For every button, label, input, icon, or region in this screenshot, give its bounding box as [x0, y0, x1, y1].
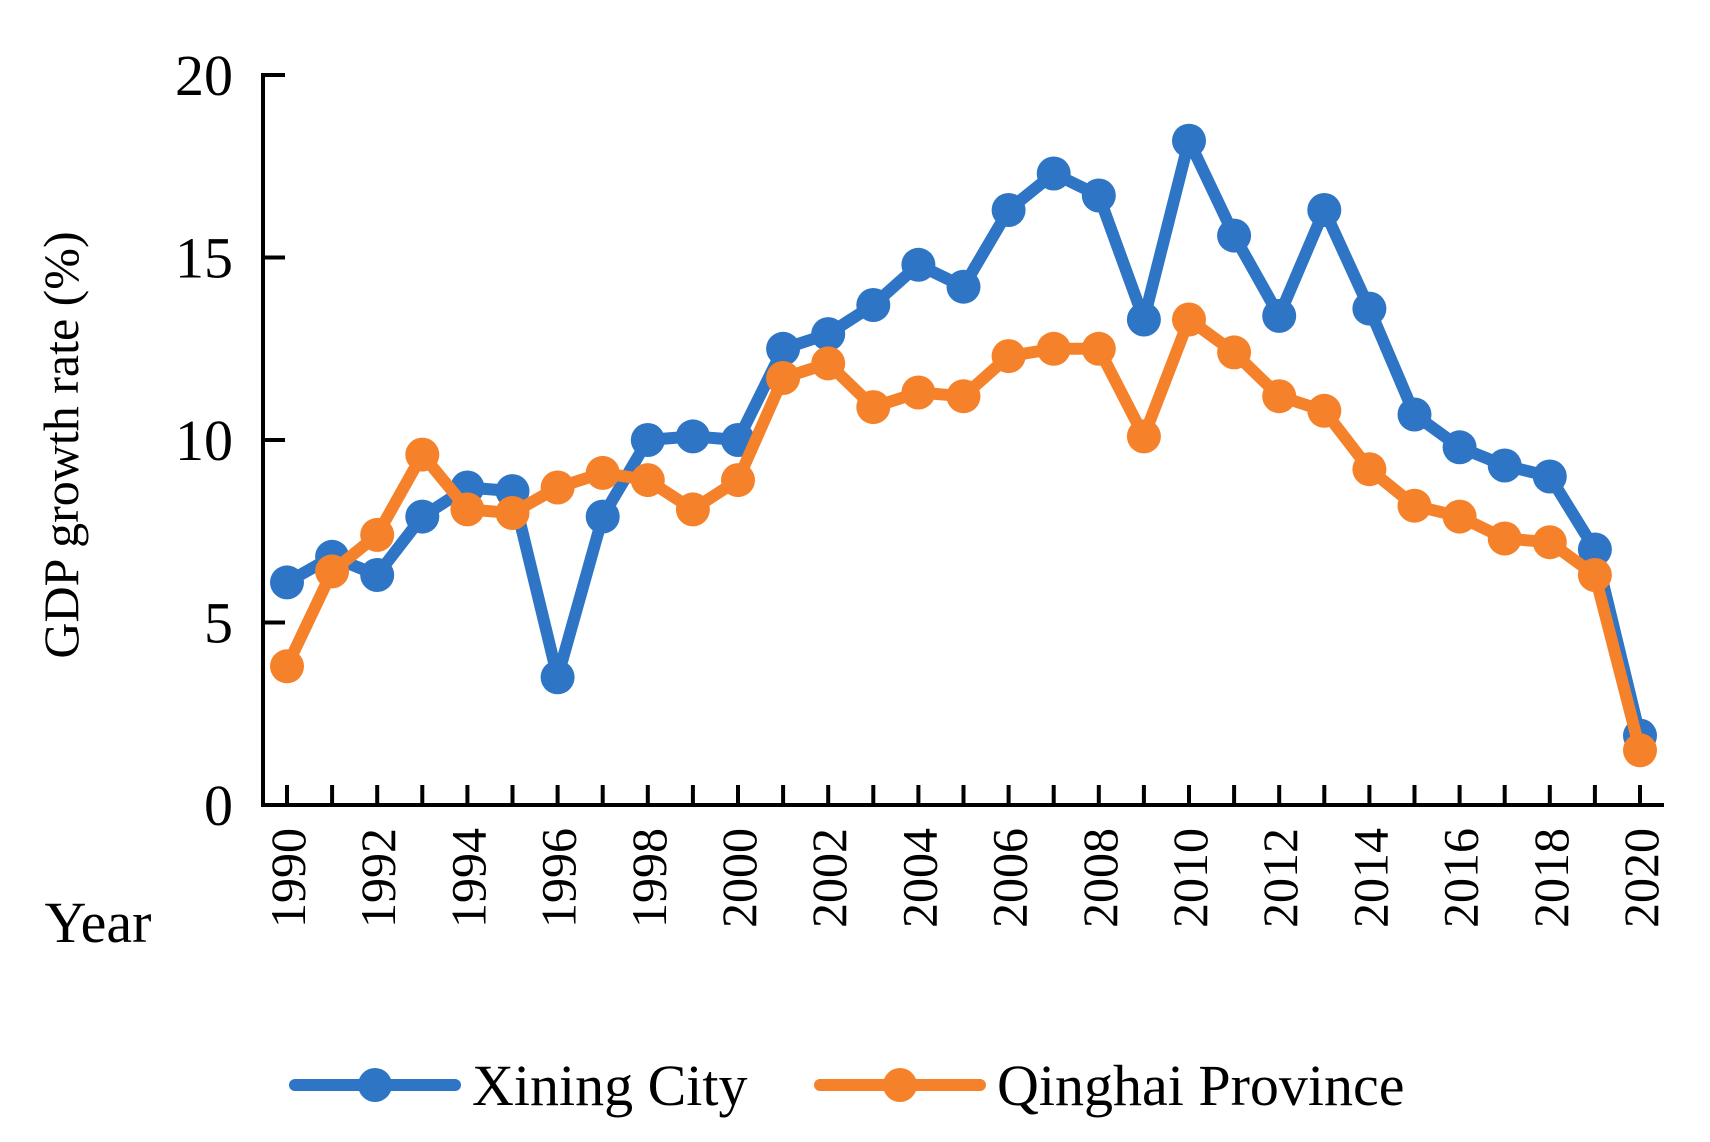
data-point	[450, 492, 485, 527]
data-point	[1307, 193, 1342, 227]
x-tick-label: 2008	[1072, 828, 1128, 928]
data-point	[1307, 393, 1342, 428]
data-point	[1487, 521, 1522, 556]
data-point	[1487, 448, 1522, 483]
x-tick-label: 2012	[1252, 828, 1308, 928]
data-point	[1126, 419, 1161, 454]
data-point	[1352, 291, 1387, 326]
x-tick-label: 2020	[1613, 828, 1669, 928]
data-point	[721, 463, 755, 498]
x-tick-label: 1992	[350, 828, 406, 928]
data-point	[360, 558, 395, 592]
data-point	[991, 193, 1026, 227]
x-tick-label: 2006	[982, 828, 1038, 928]
y-axis-title: GDP growth rate (%)	[33, 231, 89, 658]
data-point	[360, 517, 395, 552]
data-point	[811, 346, 846, 381]
data-point	[1262, 379, 1297, 414]
data-point	[901, 375, 936, 410]
data-point	[946, 379, 981, 414]
y-tick-label: 0	[204, 773, 233, 838]
legend: Xining City Qinghai Province	[289, 1053, 1405, 1118]
data-point	[270, 649, 304, 684]
data-point	[1397, 488, 1432, 523]
data-point	[585, 455, 620, 490]
y-tick-label: 10	[175, 408, 233, 473]
series-line	[281, 134, 1646, 742]
data-point	[1217, 335, 1252, 370]
x-tick-label: 2018	[1523, 828, 1579, 928]
legend-label: Qinghai Province	[997, 1053, 1405, 1118]
x-axis-title: Year	[45, 890, 152, 955]
x-tick-label: 1998	[621, 828, 677, 928]
data-point	[1352, 452, 1387, 487]
series-1	[270, 123, 1657, 753]
data-point	[1081, 331, 1116, 366]
data-point	[1577, 558, 1612, 592]
data-point	[1081, 178, 1116, 213]
x-tick-label: 1994	[440, 828, 496, 928]
data-point	[1442, 499, 1477, 534]
y-tick-label: 20	[175, 43, 233, 108]
x-tick-label: 2010	[1162, 828, 1218, 928]
x-tick-label: 2000	[711, 828, 767, 928]
data-point	[1172, 123, 1206, 158]
data-point	[856, 288, 891, 322]
data-point	[1397, 397, 1432, 432]
data-point	[901, 247, 936, 282]
data-point	[1172, 302, 1206, 337]
series-2	[270, 302, 1657, 768]
data-point	[495, 496, 530, 530]
data-point	[675, 492, 710, 527]
data-point	[766, 331, 801, 366]
data-point	[540, 470, 575, 505]
data-point	[1442, 430, 1477, 465]
legend-marker	[358, 1068, 392, 1102]
x-tick-label: 1990	[260, 828, 316, 928]
data-point	[405, 437, 440, 472]
data-point	[270, 565, 304, 600]
data-point	[991, 339, 1026, 374]
data-point	[585, 499, 620, 534]
data-point	[1217, 218, 1252, 253]
y-tick-label: 15	[175, 226, 233, 291]
data-point	[675, 419, 710, 454]
data-point	[540, 660, 575, 695]
data-point	[856, 390, 891, 425]
data-point	[946, 269, 981, 304]
y-tick-label: 5	[204, 591, 233, 656]
data-point	[1262, 298, 1297, 333]
x-tick-label: 2002	[801, 828, 857, 928]
x-tick-label: 1996	[531, 828, 587, 928]
data-point	[811, 317, 846, 352]
data-point	[405, 499, 440, 534]
plot-area: 0 5 10 15 20 1990 1992 1994 1996 1998 2000 2002 2004…	[175, 43, 1669, 928]
data-point	[1126, 302, 1161, 337]
x-tick-label: 2014	[1342, 828, 1398, 928]
x-tick-label: 2016	[1433, 828, 1489, 928]
data-point	[630, 423, 665, 457]
data-point	[1623, 733, 1657, 768]
data-point	[766, 361, 801, 395]
legend-label: Xining City	[472, 1053, 748, 1118]
data-point	[630, 463, 665, 498]
data-point	[1577, 532, 1612, 567]
data-point	[315, 554, 350, 589]
data-point	[1532, 525, 1567, 560]
x-tick-label: 2004	[891, 828, 947, 928]
data-point	[1532, 459, 1567, 494]
data-point	[1036, 156, 1071, 191]
legend-marker	[883, 1068, 917, 1102]
data-point	[1036, 331, 1071, 366]
